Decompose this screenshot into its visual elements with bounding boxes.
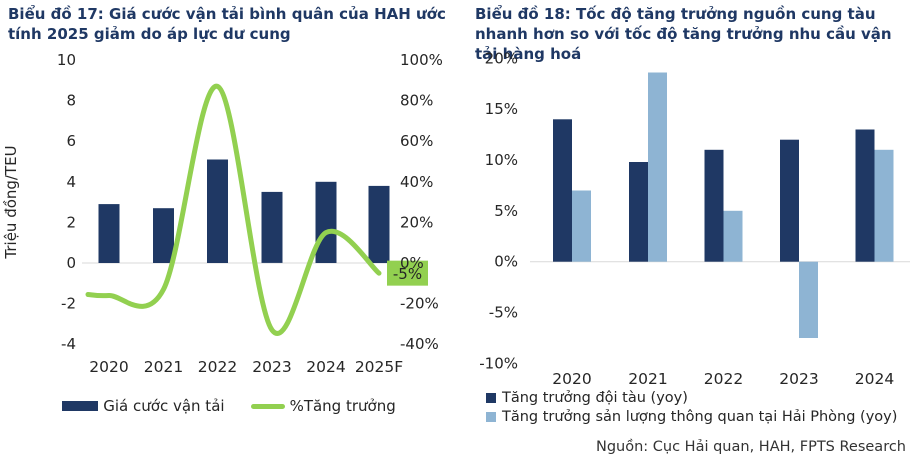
bar-gia-cuoc bbox=[207, 159, 228, 263]
annotation-label: -5% bbox=[393, 265, 422, 283]
bar-gia-cuoc bbox=[153, 208, 174, 263]
right-axis-tick-label: 0% bbox=[400, 254, 424, 272]
x-axis-label: 2022 bbox=[198, 358, 237, 376]
x-axis-label: 2021 bbox=[628, 370, 667, 388]
legend-bar-swatch bbox=[62, 401, 99, 411]
y-axis-tick-label: -10% bbox=[479, 354, 518, 372]
bar-san-luong bbox=[648, 72, 667, 262]
chart17-plot: -5% 10 8 6 4 2 0 -2 -4 100% 80% 60% 40% 20% 0% -20% -40%… bbox=[2, 51, 443, 376]
x-axis-label: 2025F bbox=[355, 358, 403, 376]
legend-line-swatch bbox=[250, 403, 285, 409]
growth-line bbox=[85, 83, 382, 336]
chart18-plot: 20% 15% 10% 5% 0% -5% -10% 2020 2021 2022 2023 2024 bbox=[479, 49, 910, 388]
legend-label-fleet-growth: Tăng trưởng đội tàu (yoy) bbox=[502, 390, 688, 406]
y-axis-tick-label: 10 bbox=[57, 51, 76, 69]
legend-item-fleet-growth: Tăng trưởng đội tàu (yoy) bbox=[486, 390, 897, 406]
y-axis-tick-label: 10% bbox=[485, 151, 518, 169]
bar-doi-tau bbox=[780, 139, 799, 262]
legend-label-throughput-growth: Tăng trưởng sản lượng thông quan tại Hải… bbox=[502, 409, 898, 425]
y-axis-tick-label: -4 bbox=[61, 335, 76, 353]
source-note: Nguồn: Cục Hải quan, HAH, FPTS Research bbox=[595, 439, 906, 455]
y-axis-tick-label: -5% bbox=[489, 304, 518, 322]
chart18-panel: Biểu đồ 18: Tốc độ tăng trưởng nguồn cun… bbox=[458, 0, 916, 465]
chart17-title: Biểu đồ 17: Giá cước vận tải bình quân c… bbox=[8, 5, 446, 43]
x-axis-label: 2023 bbox=[779, 370, 818, 388]
chart18-legend: Tăng trưởng đội tàu (yoy) Tăng trưởng sả… bbox=[486, 390, 897, 425]
y-axis-tick-label: 20% bbox=[485, 49, 518, 67]
y-axis-tick-label: 2 bbox=[66, 213, 76, 231]
bar-san-luong bbox=[572, 190, 591, 262]
x-axis-label: 2024 bbox=[855, 370, 894, 388]
x-axis-label: 2020 bbox=[89, 358, 128, 376]
bar-doi-tau bbox=[553, 119, 572, 262]
bar-gia-cuoc bbox=[98, 204, 120, 263]
x-axis-label: 2020 bbox=[552, 370, 591, 388]
y-axis-tick-label: 5% bbox=[494, 202, 518, 220]
right-axis-tick-label: 40% bbox=[400, 173, 433, 191]
bar-gia-cuoc bbox=[261, 191, 283, 263]
right-axis-tick-label: -40% bbox=[400, 335, 439, 353]
bar-san-luong bbox=[799, 261, 818, 338]
chart18-title: Biểu đồ 18: Tốc độ tăng trưởng nguồn cun… bbox=[475, 5, 892, 63]
legend-square-lightblue bbox=[486, 412, 496, 422]
y-axis-tick-label: 4 bbox=[66, 173, 76, 191]
x-axis-label: 2022 bbox=[704, 370, 743, 388]
y-axis-tick-label: 0% bbox=[494, 253, 518, 271]
y-axis-tick-label: 0 bbox=[66, 254, 76, 272]
bar-doi-tau bbox=[629, 162, 648, 262]
legend-item-throughput-growth: Tăng trưởng sản lượng thông quan tại Hải… bbox=[486, 409, 897, 425]
annotation-box bbox=[387, 260, 428, 286]
chart17-panel: Biểu đồ 17: Giá cước vận tải bình quân c… bbox=[0, 5, 458, 415]
legend-label-growth: %Tăng trưởng bbox=[289, 397, 396, 415]
chart17-legend: Giá cước vận tải %Tăng trưởng bbox=[0, 397, 458, 415]
right-axis-tick-label: -20% bbox=[400, 295, 439, 313]
right-axis-tick-label: 80% bbox=[400, 92, 433, 110]
bar-doi-tau bbox=[704, 149, 724, 262]
bar-san-luong bbox=[874, 149, 894, 262]
bar-san-luong bbox=[723, 210, 743, 262]
right-axis-tick-label: 20% bbox=[400, 213, 433, 231]
legend-item-growth: %Tăng trưởng bbox=[250, 397, 396, 415]
right-axis-tick-label: 100% bbox=[400, 51, 443, 69]
y-axis-tick-label: -2 bbox=[61, 295, 76, 313]
legend-square-navy bbox=[486, 393, 496, 403]
bar-doi-tau bbox=[855, 129, 875, 262]
y-axis-tick-label: 6 bbox=[66, 132, 76, 150]
legend-item-freight-rate: Giá cước vận tải bbox=[62, 397, 225, 415]
y-axis-tick-label: 15% bbox=[485, 100, 518, 118]
x-axis-label: 2023 bbox=[252, 358, 291, 376]
right-axis-tick-label: 60% bbox=[400, 132, 433, 150]
legend-label-freight-rate: Giá cước vận tải bbox=[103, 397, 225, 415]
x-axis-label: 2024 bbox=[306, 358, 345, 376]
bar-gia-cuoc bbox=[368, 185, 390, 263]
x-axis-label: 2021 bbox=[144, 358, 183, 376]
y-axis-tick-label: 8 bbox=[66, 92, 76, 110]
y-axis-title: Triệu đồng/TEU bbox=[2, 145, 20, 259]
bar-gia-cuoc bbox=[315, 181, 337, 263]
